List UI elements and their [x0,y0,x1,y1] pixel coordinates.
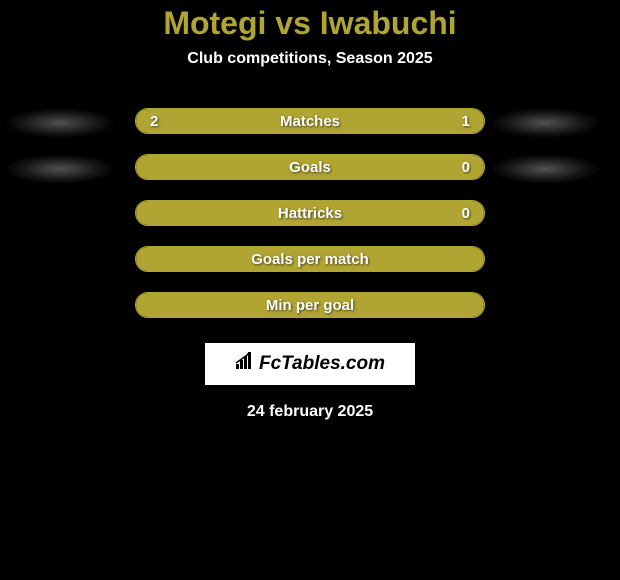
stat-row: Hattricks 0 [0,200,620,226]
stat-bar: Min per goal [135,292,485,318]
stat-row: Goals per match [0,246,620,272]
comparison-widget: Motegi vs Iwabuchi Club competitions, Se… [0,0,620,421]
logo-text: FcTables.com [259,353,385,375]
stat-label: Goals per match [251,251,369,268]
stat-value-right: 0 [462,159,470,176]
chart-icon [235,352,255,376]
player-shadow-right [490,108,600,138]
stat-label: Min per goal [266,297,354,314]
stat-value-left: 2 [150,113,158,130]
stat-label: Matches [280,113,340,130]
stat-bar: Goals 0 [135,154,485,180]
stats-container: 2 Matches 1 Goals 0 Hattricks 0 Goals per match… [0,108,620,318]
stat-value-right: 0 [462,205,470,222]
logo-content: FcTables.com [235,352,385,376]
stat-bar: Hattricks 0 [135,200,485,226]
stat-row: Min per goal [0,292,620,318]
fctables-logo[interactable]: FcTables.com [205,343,415,385]
stat-bar: Goals per match [135,246,485,272]
player-shadow-left [5,154,115,184]
player-shadow-right [490,154,600,184]
page-title: Motegi vs Iwabuchi [0,5,620,42]
stat-label: Hattricks [278,205,342,222]
stat-bar: 2 Matches 1 [135,108,485,134]
player-shadow-left [5,108,115,138]
date-label: 24 february 2025 [0,403,620,421]
stat-label: Goals [289,159,331,176]
stat-value-right: 1 [462,113,470,130]
subtitle: Club competitions, Season 2025 [0,50,620,68]
